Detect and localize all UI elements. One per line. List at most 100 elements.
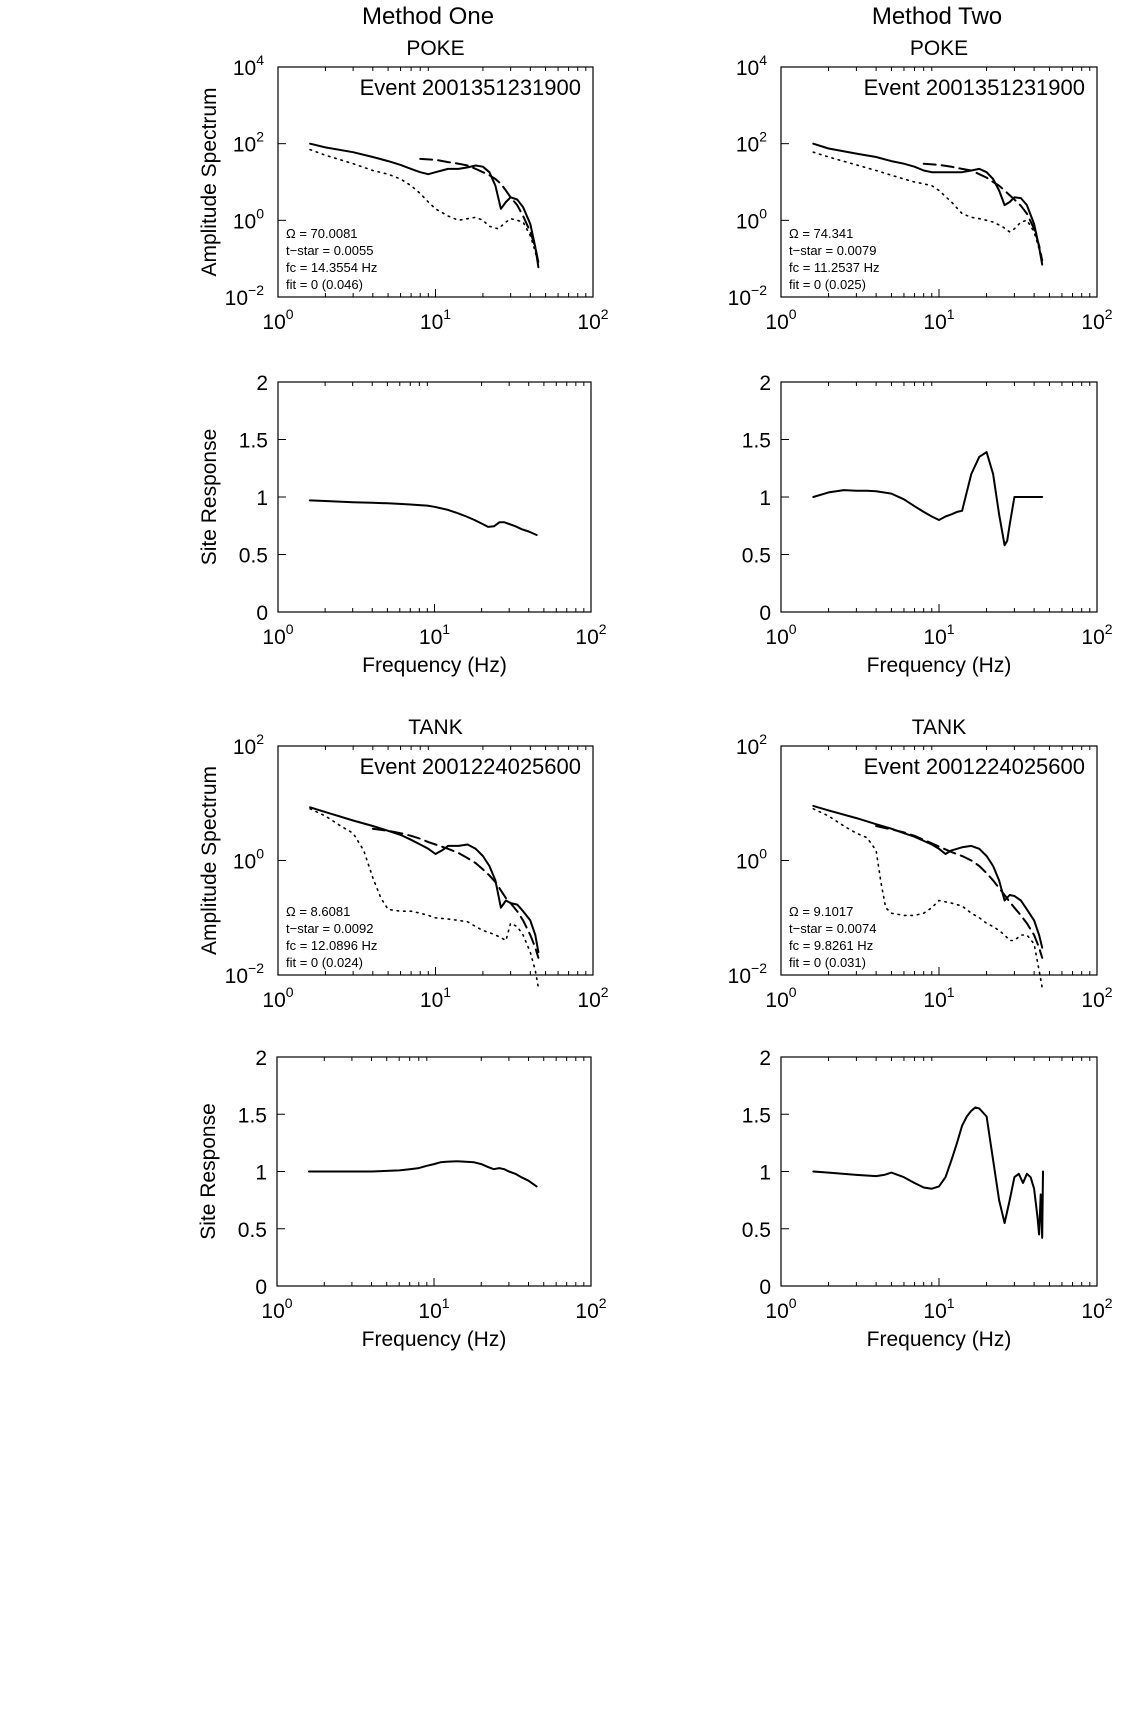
x-tick-label: 102 [577, 306, 608, 334]
series-dotted [309, 807, 540, 989]
x-tick-label: 102 [1081, 306, 1112, 334]
y-axis-label: Site Response [197, 1103, 220, 1240]
series-solid [308, 1160, 538, 1188]
y-tick-label: 1.5 [239, 430, 268, 453]
series-dashed [419, 157, 540, 264]
y-tick-label: 2 [759, 372, 771, 395]
y-tick-label: 102 [736, 129, 767, 157]
x-tick-label: 101 [923, 984, 954, 1012]
fit-parameter: Ω = 74.341 [789, 226, 853, 241]
fit-parameter: fit = 0 (0.046) [286, 277, 363, 292]
x-tick-label: 100 [765, 306, 796, 334]
y-tick-label: 102 [233, 731, 264, 759]
fit-parameter: t−star = 0.0055 [286, 243, 373, 258]
y-tick-label: 0 [256, 602, 268, 625]
y-tick-label: 0.5 [238, 1219, 267, 1242]
y-tick-label: 0 [255, 1276, 267, 1299]
y-axis-label: Site Response [198, 429, 221, 566]
x-tick-label: 100 [261, 1295, 292, 1323]
series-dashed [371, 827, 540, 959]
event-label: Event 2001351231900 [360, 75, 581, 100]
y-tick-label: 1.5 [742, 1104, 771, 1127]
y-tick-label: 100 [233, 846, 264, 874]
y-tick-label: 1.5 [238, 1104, 267, 1127]
x-tick-label: 101 [923, 621, 954, 649]
plot-frame [277, 381, 592, 613]
x-tick-label: 100 [262, 306, 293, 334]
x-tick-label: 101 [923, 306, 954, 334]
x-tick-label: 101 [420, 984, 451, 1012]
y-tick-label: 1.5 [742, 430, 771, 453]
fit-parameter: Ω = 9.1017 [789, 904, 853, 919]
y-tick-label: 102 [736, 731, 767, 759]
y-tick-label: 2 [255, 1047, 267, 1070]
series-solid [308, 499, 538, 536]
chart-m2-poke-site: 100 101 102 2 1.5 1 0.5 0 Frequency (Hz) [742, 372, 1113, 677]
fit-parameter: fc = 14.3554 Hz [286, 260, 377, 275]
x-tick-label: 102 [1081, 1295, 1112, 1323]
y-tick-label: 10−2 [225, 960, 265, 988]
event-label: Event 2001224025600 [360, 754, 581, 779]
y-tick-label: 1 [255, 1162, 267, 1185]
fit-parameter: fc = 11.2537 Hz [789, 260, 879, 275]
y-tick-label: 100 [233, 205, 264, 233]
x-tick-label: 102 [575, 621, 606, 649]
series-solid [812, 451, 1044, 547]
panel-title: TANK [408, 716, 462, 739]
panel-title: TANK [912, 716, 966, 739]
y-axis-label: Amplitude Spectrum [198, 87, 221, 276]
event-label: Event 2001224025600 [864, 754, 1085, 779]
y-tick-label: 100 [736, 846, 767, 874]
fit-parameter: fc = 9.8261 Hz [789, 938, 873, 953]
x-tick-label: 100 [262, 984, 293, 1012]
x-axis-label: Frequency (Hz) [362, 1328, 507, 1351]
column-title-method-one: Method One [362, 3, 494, 30]
x-tick-label: 100 [765, 984, 796, 1012]
y-tick-label: 10−2 [225, 282, 265, 310]
y-tick-label: 2 [256, 372, 268, 395]
y-tick-label: 1 [759, 487, 771, 510]
y-tick-label: 0.5 [239, 545, 268, 568]
plot-frame [780, 1056, 1098, 1287]
plot-frame [780, 381, 1098, 613]
x-tick-label: 101 [419, 621, 450, 649]
y-tick-label: 10−2 [728, 960, 768, 988]
chart-m1-tank-site: 100 101 102 2 1.5 1 0.5 0 Frequency (Hz) Site Res… [197, 1047, 607, 1351]
x-tick-label: 102 [575, 1295, 606, 1323]
chart-m1-poke-site: 100 101 102 2 1.5 1 0.5 0 Frequency (Hz) Site Res… [198, 372, 607, 677]
y-tick-label: 0 [759, 1276, 771, 1299]
fit-parameter: Ω = 8.6081 [286, 904, 350, 919]
event-label: Event 2001351231900 [864, 75, 1085, 100]
x-tick-label: 101 [418, 1295, 449, 1323]
x-tick-label: 100 [765, 621, 796, 649]
fit-parameter: t−star = 0.0074 [789, 921, 876, 936]
column-title-method-two: Method Two [872, 3, 1002, 30]
x-tick-label: 100 [765, 1295, 796, 1323]
y-tick-label: 0.5 [742, 1219, 771, 1242]
series-solid [812, 1106, 1044, 1239]
x-tick-label: 102 [577, 984, 608, 1012]
fit-parameter: t−star = 0.0092 [286, 921, 373, 936]
x-tick-label: 100 [262, 621, 293, 649]
series-dashed [922, 162, 1044, 262]
x-tick-label: 101 [923, 1295, 954, 1323]
y-tick-label: 2 [759, 1047, 771, 1070]
chart-m2-tank-site: 100 101 102 2 1.5 1 0.5 0 Frequency (Hz) [742, 1047, 1113, 1351]
y-axis-label: Amplitude Spectrum [198, 766, 221, 955]
y-tick-label: 0.5 [742, 545, 771, 568]
y-tick-label: 102 [233, 129, 264, 157]
fit-parameter: t−star = 0.0079 [789, 243, 876, 258]
x-axis-label: Frequency (Hz) [362, 654, 507, 677]
panel-title: POKE [406, 37, 464, 60]
series-dotted [812, 151, 1043, 264]
x-tick-label: 102 [1081, 621, 1112, 649]
y-tick-label: 104 [233, 52, 264, 80]
fit-parameter: fit = 0 (0.024) [286, 955, 363, 970]
x-axis-label: Frequency (Hz) [867, 1328, 1012, 1351]
series-solid [309, 142, 540, 269]
